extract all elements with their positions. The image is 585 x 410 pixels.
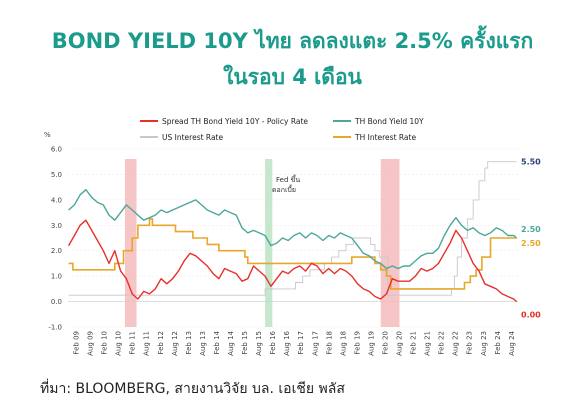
legend-label: TH Bond Yield 10Y (354, 117, 424, 126)
chart-title-line-2: ในรอบ 4 เดือน (223, 65, 362, 89)
y-tick-label: 1.0 (51, 273, 62, 281)
x-tick-label: Feb 24 (494, 330, 502, 354)
x-tick-label: Aug 22 (452, 331, 460, 356)
y-tick-label: 5.0 (51, 171, 62, 179)
x-tick-label: Feb 09 (73, 331, 81, 355)
x-tick-label: Aug 21 (424, 331, 432, 356)
x-tick-label: Aug 19 (367, 331, 375, 356)
x-tick-label: Aug 24 (508, 330, 516, 355)
y-axis-unit: % (44, 131, 51, 139)
end-label: 0.00 (521, 311, 541, 320)
y-tick-label: 3.0 (51, 222, 62, 230)
y-tick-label: 4.0 (51, 196, 62, 204)
x-tick-label: Aug 16 (283, 330, 291, 355)
series-line-spread (67, 219, 518, 303)
source-note: ที่มา: BLOOMBERG, สายงานวิจัย บล. เอเชีย… (40, 381, 345, 397)
series-lines (67, 161, 518, 303)
end-label: 2.50 (521, 239, 541, 248)
x-tick-label: Feb 13 (185, 331, 193, 355)
series-line-th-bond-yield (68, 188, 518, 270)
x-tick-label: Feb 11 (129, 331, 137, 355)
y-tick-label: -1.0 (48, 324, 62, 332)
y-tick-labels: -1.0 0.0 1.0 2.0 3.0 4.0 5.0 6.0 (48, 146, 62, 332)
chart-title-line-1: BOND YIELD 10Y ไทย ลดลงแตะ 2.5% ครั้งแรก (51, 29, 534, 53)
series-line-th-interest-rate (68, 218, 517, 290)
series-line-us-interest-rate (68, 161, 517, 296)
x-tick-label: Aug 13 (199, 331, 207, 356)
x-tick-label: Aug 12 (171, 331, 179, 356)
x-tick-label: Feb 22 (438, 331, 446, 355)
x-tick-label: Feb 16 (269, 330, 277, 354)
y-tick-label: 0.0 (51, 298, 62, 306)
x-tick-label: Aug 14 (227, 330, 235, 355)
x-tick-label: Feb 19 (353, 331, 361, 355)
legend-label: Spread TH Bond Yield 10Y - Policy Rate (162, 117, 308, 126)
end-label: 2.50 (521, 225, 541, 234)
end-label: 5.50 (521, 158, 541, 167)
x-tick-label: Feb 10 (101, 331, 109, 355)
x-tick-label: Aug 11 (143, 331, 151, 356)
x-tick-label: Aug 17 (311, 331, 319, 356)
end-value-labels: 5.50 2.50 2.50 0.00 (521, 158, 541, 320)
x-tick-label: Feb 12 (157, 331, 165, 355)
x-tick-label: Aug 23 (480, 331, 488, 356)
legend-label: US Interest Rate (162, 133, 224, 142)
y-tick-label: 6.0 (51, 146, 62, 154)
x-tick-label: Feb 18 (325, 331, 333, 355)
x-tick-label: Feb 21 (410, 331, 418, 355)
x-tick-label: Aug 18 (339, 331, 347, 356)
x-tick-labels: Feb 09 Aug 09 Feb 10 Aug 10 Feb 11 Aug 11 Feb … (73, 330, 516, 355)
highlight-band (124, 159, 137, 327)
highlight-band (380, 159, 400, 327)
x-tick-label: Feb 14 (213, 330, 221, 354)
x-tick-label: Aug 09 (87, 331, 95, 356)
y-tick-label: 2.0 (51, 247, 62, 255)
annotation-fed-line2: ดอกเบี้ย (272, 183, 296, 194)
x-tick-label: Feb 15 (241, 331, 249, 355)
x-tick-label: Aug 15 (255, 331, 263, 356)
legend: Spread TH Bond Yield 10Y - Policy Rate TH… (140, 117, 424, 142)
legend-label: TH Interest Rate (354, 133, 416, 142)
x-tick-label: Feb 20 (381, 331, 389, 355)
x-tick-label: Feb 23 (466, 331, 474, 355)
x-tick-label: Aug 20 (396, 331, 404, 356)
x-tick-label: Feb 17 (297, 331, 305, 355)
x-tick-label: Aug 10 (115, 331, 123, 356)
annotation-fed-line1: Fed ขึ้น (276, 173, 300, 184)
grid-lines (68, 148, 518, 328)
